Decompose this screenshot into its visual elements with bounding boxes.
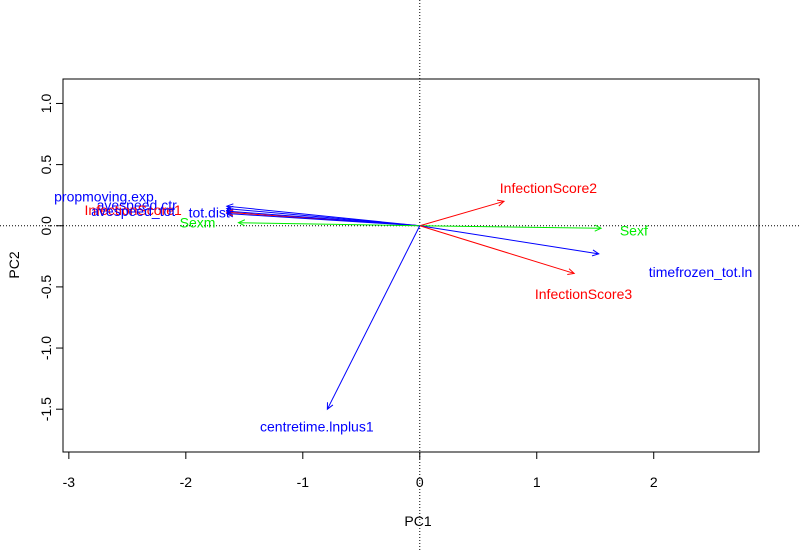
x-tick-label: 0 — [416, 474, 424, 490]
y-tick-label: -1.0 — [38, 336, 54, 360]
x-axis: -3 -2 -1 0 1 2 — [63, 451, 658, 490]
y-axis: -1.5 -1.0 -0.5 0.0 0.5 1.0 — [38, 94, 64, 421]
vector-arrowhead — [225, 210, 234, 218]
y-tick-label: -1.5 — [38, 397, 54, 421]
vector-label: Sexm — [180, 215, 216, 231]
loading-vector — [226, 213, 420, 227]
loading-vector — [419, 225, 575, 274]
vector-label: Sexf — [620, 223, 648, 239]
vector-label: avespeed_tot — [91, 203, 175, 219]
y-tick-label: 1.0 — [38, 94, 54, 114]
y-tick-label: 0.5 — [38, 155, 54, 175]
vector-label: InfectionScore3 — [535, 286, 632, 302]
vector-label: tot.dist — [189, 204, 230, 220]
loading-vector — [238, 222, 420, 227]
loading-vector — [419, 200, 505, 227]
loading-vectors — [225, 199, 603, 411]
x-axis-title: PC1 — [404, 513, 431, 529]
x-tick-label: -3 — [63, 474, 76, 490]
vector-arrowhead — [326, 402, 334, 411]
loading-labels: propmoving.expavespeed.ctrInfectionScore… — [54, 180, 752, 434]
y-axis-title: PC2 — [6, 251, 22, 278]
vector-label: centretime.lnplus1 — [260, 418, 374, 434]
vector-label: timefrozen_tot.ln — [649, 264, 753, 280]
vector-label: propmoving.exp — [54, 188, 154, 204]
x-tick-label: 2 — [650, 474, 658, 490]
vector-label: avespeed.ctr — [97, 197, 177, 213]
y-tick-label: 0.0 — [38, 216, 54, 236]
loading-vector — [419, 225, 599, 255]
vector-arrowhead — [567, 268, 576, 275]
vector-arrowhead — [225, 209, 234, 217]
vector-label: InfectionScore1 — [85, 202, 182, 218]
x-tick-label: -2 — [180, 474, 193, 490]
vector-arrowhead — [497, 199, 506, 207]
vector-arrowhead — [237, 219, 246, 227]
vector-arrowhead — [594, 224, 603, 232]
vector-label: InfectionScore2 — [500, 180, 597, 196]
loading-vector — [419, 225, 602, 229]
x-tick-label: 1 — [533, 474, 541, 490]
vector-arrowhead — [591, 249, 600, 257]
loading-vector — [326, 225, 421, 410]
y-tick-label: -0.5 — [38, 275, 54, 299]
x-tick-label: -1 — [297, 474, 310, 490]
